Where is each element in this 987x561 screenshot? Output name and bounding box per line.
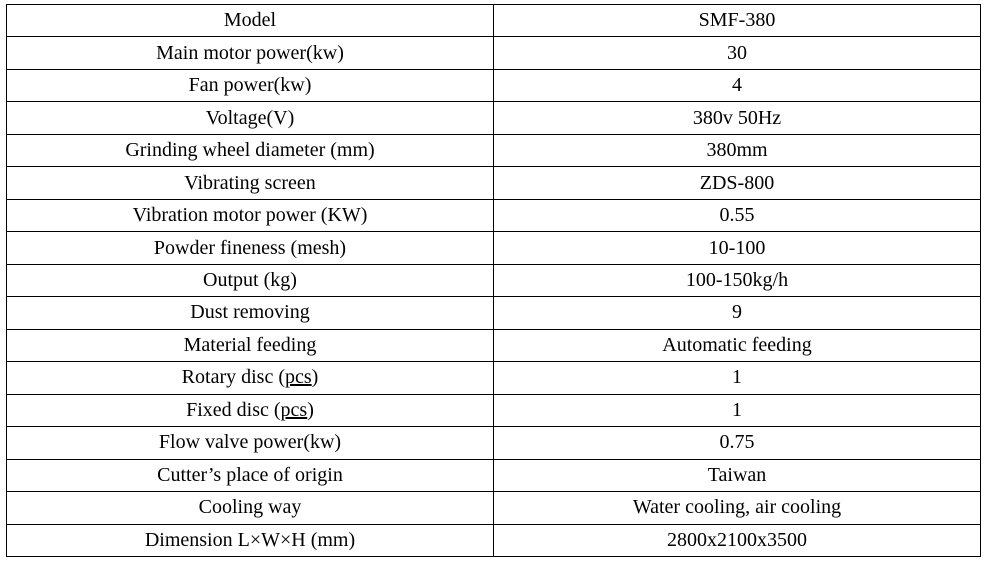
spec-label: Main motor power(kw) xyxy=(7,37,494,69)
spec-label: Voltage(V) xyxy=(7,102,494,134)
table-row: Output (kg) 100-150kg/h xyxy=(7,264,981,296)
table-row: Cutter’s place of origin Taiwan xyxy=(7,459,981,491)
spec-label: Fan power(kw) xyxy=(7,69,494,101)
spec-value: 9 xyxy=(494,297,981,329)
underlined-text: pcs xyxy=(285,366,312,388)
table-row: Rotary disc (pcs) 1 xyxy=(7,362,981,394)
table-row: Model SMF-380 xyxy=(7,5,981,37)
table-row: Powder fineness (mesh) 10-100 xyxy=(7,232,981,264)
spec-label: Fixed disc (pcs) xyxy=(7,394,494,426)
table-row: Voltage(V) 380v 50Hz xyxy=(7,102,981,134)
spec-value: Water cooling, air cooling xyxy=(494,492,981,524)
spec-label: Model xyxy=(7,5,494,37)
spec-table-body: Model SMF-380 Main motor power(kw) 30 Fa… xyxy=(7,5,981,557)
spec-label: Rotary disc (pcs) xyxy=(7,362,494,394)
table-row: Vibration motor power (KW) 0.55 xyxy=(7,199,981,231)
spec-value: Taiwan xyxy=(494,459,981,491)
spec-value: 2800x2100x3500 xyxy=(494,524,981,557)
table-row: Cooling way Water cooling, air cooling xyxy=(7,492,981,524)
spec-value: 380mm xyxy=(494,134,981,166)
table-row: Dimension L×W×H (mm) 2800x2100x3500 xyxy=(7,524,981,557)
spec-value: 4 xyxy=(494,69,981,101)
spec-label: Cooling way xyxy=(7,492,494,524)
underlined-text: pcs xyxy=(281,399,308,421)
spec-label: Output (kg) xyxy=(7,264,494,296)
spec-label: Powder fineness (mesh) xyxy=(7,232,494,264)
spec-label: Dust removing xyxy=(7,297,494,329)
spec-label: Grinding wheel diameter (mm) xyxy=(7,134,494,166)
table-row: Flow valve power(kw) 0.75 xyxy=(7,427,981,459)
table-row: Vibrating screen ZDS-800 xyxy=(7,167,981,199)
table-row: Main motor power(kw) 30 xyxy=(7,37,981,69)
spec-table: Model SMF-380 Main motor power(kw) 30 Fa… xyxy=(6,4,981,557)
spec-label: Cutter’s place of origin xyxy=(7,459,494,491)
spec-label: Dimension L×W×H (mm) xyxy=(7,524,494,557)
spec-value: 0.55 xyxy=(494,199,981,231)
table-row: Fan power(kw) 4 xyxy=(7,69,981,101)
table-row: Grinding wheel diameter (mm) 380mm xyxy=(7,134,981,166)
spec-value: SMF-380 xyxy=(494,5,981,37)
spec-label: Material feeding xyxy=(7,329,494,361)
table-row: Fixed disc (pcs) 1 xyxy=(7,394,981,426)
spec-value: 0.75 xyxy=(494,427,981,459)
spec-value: 10-100 xyxy=(494,232,981,264)
spec-label: Vibrating screen xyxy=(7,167,494,199)
spec-value: 1 xyxy=(494,394,981,426)
spec-value: Automatic feeding xyxy=(494,329,981,361)
spec-value: 1 xyxy=(494,362,981,394)
spec-value: 100-150kg/h xyxy=(494,264,981,296)
spec-label: Vibration motor power (KW) xyxy=(7,199,494,231)
spec-value: ZDS-800 xyxy=(494,167,981,199)
table-row: Material feeding Automatic feeding xyxy=(7,329,981,361)
spec-value: 30 xyxy=(494,37,981,69)
table-row: Dust removing 9 xyxy=(7,297,981,329)
spec-value: 380v 50Hz xyxy=(494,102,981,134)
spec-label: Flow valve power(kw) xyxy=(7,427,494,459)
